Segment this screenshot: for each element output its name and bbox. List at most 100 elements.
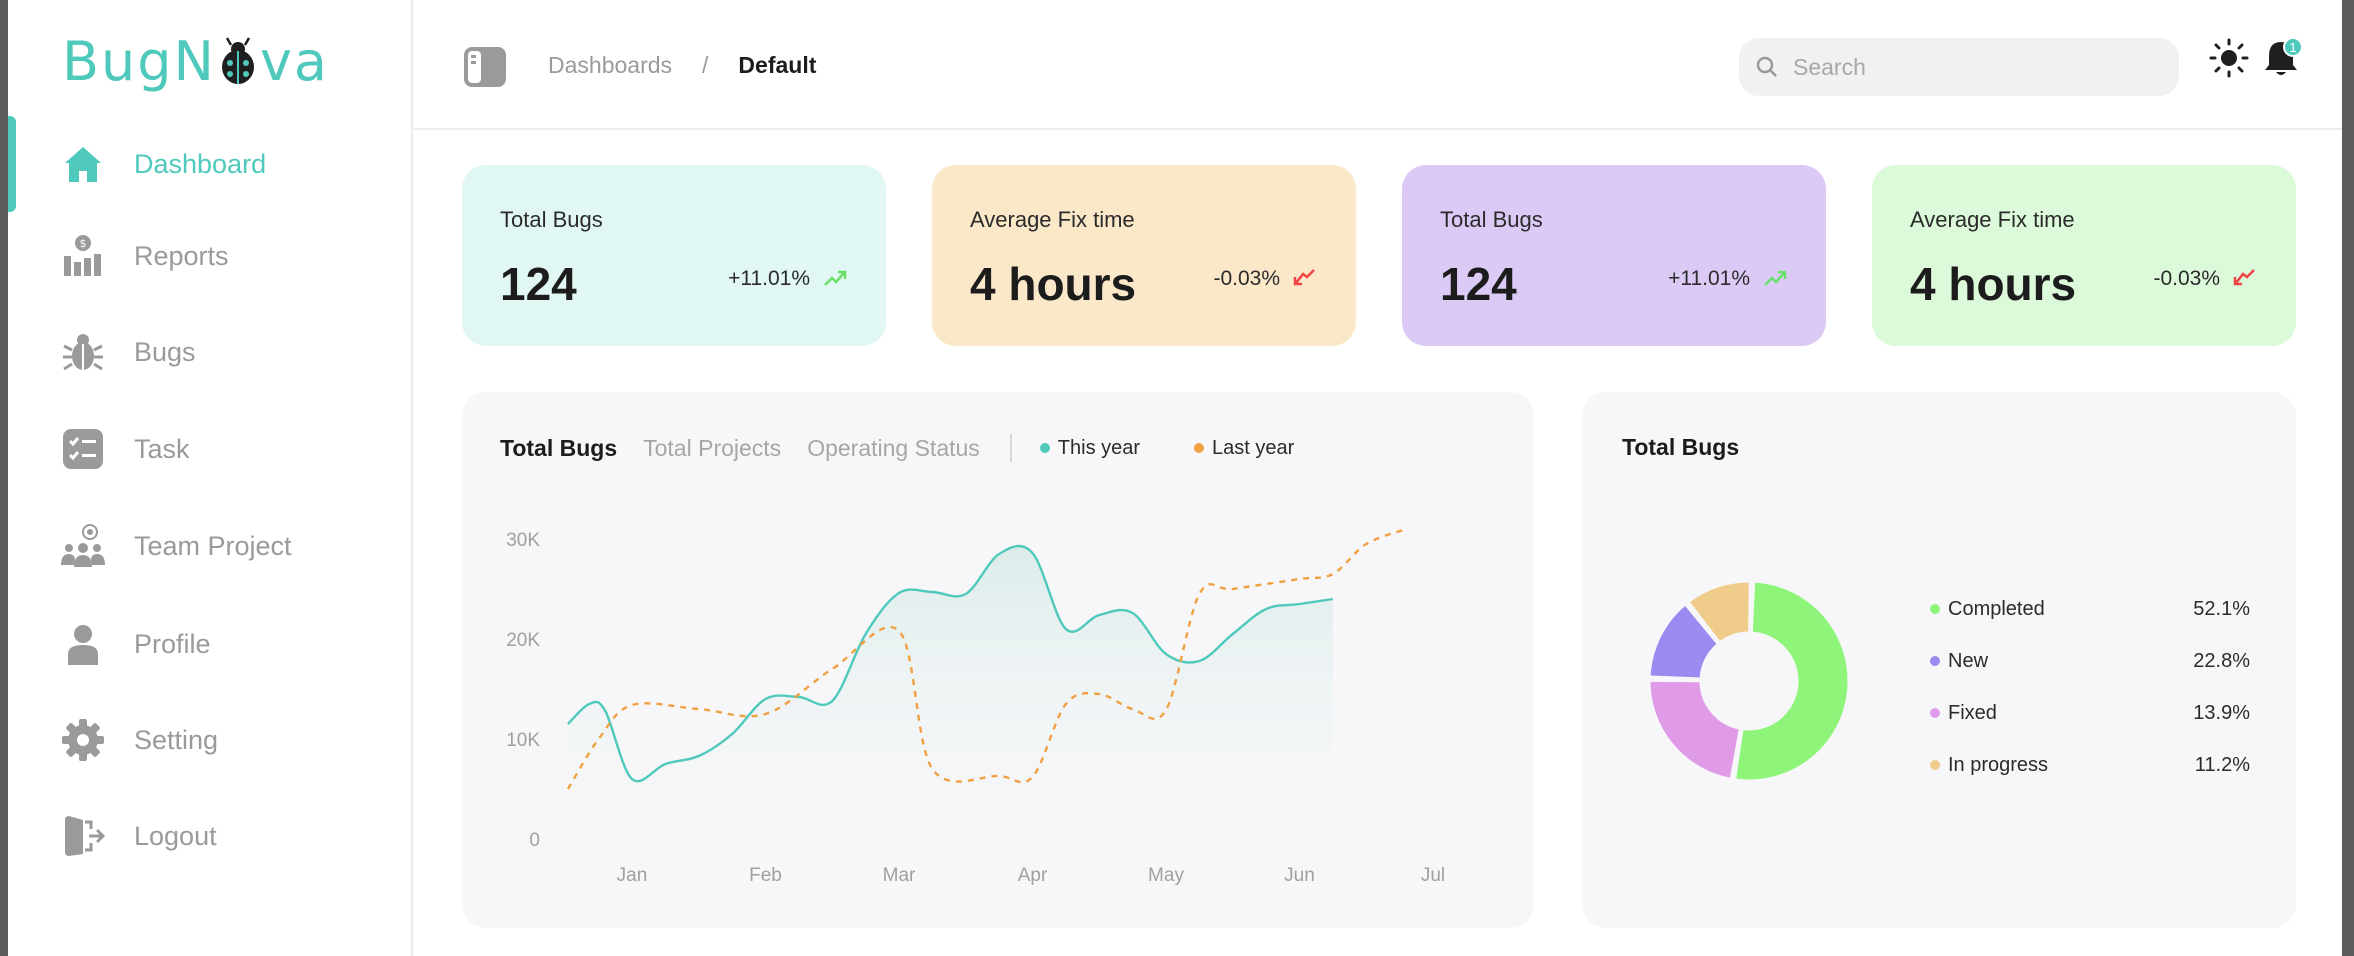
stat-card-title: Average Fix time: [970, 207, 1135, 232]
stat-card-delta: -0.03%: [1213, 267, 1280, 290]
stat-card-title: Average Fix time: [1910, 207, 2075, 232]
theme-toggle-sun-icon[interactable]: [2209, 38, 2249, 78]
legend-percent: 13.9%: [2193, 701, 2250, 724]
stat-card-title: Total Bugs: [500, 207, 603, 232]
legend-this-year: This year: [1039, 437, 1140, 460]
legend-dot: [1930, 656, 1940, 666]
stat-card-value: 124: [1440, 258, 1517, 310]
trend-down-icon: [1293, 269, 1315, 286]
logo-text-end: va: [259, 29, 330, 93]
notification-badge: 1: [2283, 37, 2303, 57]
donut-chart-panel: Total Bugs Completed 52.1% New 22.8% Fix…: [1582, 392, 2296, 928]
search-box[interactable]: [1739, 38, 2179, 96]
sidebar-item-label: Task: [134, 433, 190, 464]
stat-card-average-fix-time[interactable]: Average Fix time 4 hours -0.03%: [1872, 165, 2296, 346]
sidebar-item-label: Profile: [134, 628, 211, 659]
sidebar-item-team-project[interactable]: Team Project: [60, 516, 292, 576]
stat-card-delta: +11.01%: [1668, 267, 1750, 290]
sidebar-item-label: Reports: [134, 240, 229, 271]
donut-legend-in-progress: In progress 11.2%: [1930, 750, 2250, 780]
legend-dot: [1194, 443, 1205, 453]
task-icon: [60, 426, 106, 472]
home-icon: [60, 141, 106, 187]
sidebar-item-label: Bugs: [134, 336, 196, 367]
breadcrumb-dashboards[interactable]: Dashboards: [548, 52, 673, 78]
logo[interactable]: BugN va: [62, 28, 329, 94]
donut-legend-fixed: Fixed 13.9%: [1930, 698, 2250, 728]
y-tick-label: 10K: [506, 730, 540, 751]
series-area-this-year: [567, 545, 1333, 869]
legend-label: Completed: [1948, 597, 2045, 620]
donut-slice-in-progress[interactable]: [1686, 579, 1752, 645]
legend-dot: [1930, 604, 1940, 614]
search-icon: [1756, 56, 1777, 77]
tab-total-projects[interactable]: Total Projects: [643, 434, 782, 461]
ladybug-logo-icon: [221, 37, 254, 84]
stat-card-title: Total Bugs: [1440, 207, 1543, 232]
legend-dot: [1930, 708, 1940, 718]
sidebar: BugN va Dashboard $ Reports: [8, 0, 413, 956]
legend-label: Last year: [1212, 436, 1295, 459]
stat-card-delta: -0.03%: [2153, 267, 2220, 290]
profile-icon: [60, 621, 106, 667]
legend-last-year: Last year: [1194, 437, 1294, 460]
sidebar-item-bugs[interactable]: Bugs: [60, 322, 196, 382]
legend-dot: [1039, 443, 1050, 453]
sidebar-item-task[interactable]: Task: [60, 419, 190, 479]
logout-icon: [60, 813, 106, 859]
tab-operating-status[interactable]: Operating Status: [807, 434, 980, 461]
top-header: Dashboards / Default 1: [413, 0, 2342, 130]
stat-card-value: 4 hours: [1910, 258, 2077, 310]
stat-card-average-fix-time[interactable]: Average Fix time 4 hours -0.03%: [932, 165, 1356, 346]
stat-card-total-bugs[interactable]: Total Bugs 124 +11.01%: [462, 165, 886, 346]
stat-card-delta: +11.01%: [728, 267, 810, 290]
sidebar-item-reports[interactable]: $ Reports: [60, 226, 229, 286]
svg-text:$: $: [80, 237, 87, 250]
legend-label: In progress: [1948, 753, 2049, 776]
sidebar-item-label: Setting: [134, 724, 219, 755]
series-line-this-year: [567, 544, 1334, 783]
x-tick-label: Jan: [617, 865, 648, 886]
x-tick-label: Jul: [1421, 865, 1445, 886]
trend-down-icon: [2233, 269, 2255, 286]
trend-up-icon: [1764, 270, 1787, 286]
legend-percent: 22.8%: [2193, 649, 2250, 672]
window-frame-left: [0, 0, 8, 956]
sidebar-item-label: Team Project: [134, 530, 292, 561]
search-input[interactable]: [1793, 53, 2173, 81]
legend-dot: [1930, 760, 1940, 770]
donut-slice-new[interactable]: [1647, 678, 1742, 781]
donut-slice-fixed[interactable]: [1647, 602, 1720, 681]
tabs-divider: [1009, 434, 1012, 462]
stat-card-value: 124: [500, 258, 577, 310]
line-chart-panel: 0 10K 20K 30K Jan Feb Mar Apr May Jun Jul Total Bu…: [462, 392, 1534, 928]
donut-legend-new: New 22.8%: [1930, 646, 2250, 676]
sidebar-item-label: Logout: [134, 820, 217, 851]
total-bugs-line-chart: 0 10K 20K 30K Jan Feb Mar Apr May Jun Jul: [506, 527, 1445, 886]
active-nav-indicator: [8, 116, 16, 212]
sidebar-item-logout[interactable]: Logout: [60, 806, 217, 866]
breadcrumb: Dashboards / Default: [548, 52, 816, 79]
series-line-last-year: [566, 527, 1407, 790]
legend-label: New: [1948, 649, 1989, 672]
sidebar-toggle-icon[interactable]: [463, 46, 507, 88]
reports-icon: $: [60, 233, 106, 279]
donut-slice-completed[interactable]: [1733, 579, 1851, 783]
x-tick-label: Feb: [749, 865, 782, 886]
y-tick-label: 30K: [506, 530, 540, 551]
stat-card-total-bugs[interactable]: Total Bugs 124 +11.01%: [1402, 165, 1826, 346]
sidebar-item-profile[interactable]: Profile: [60, 614, 211, 674]
breadcrumb-current: Default: [738, 52, 817, 78]
legend-label: Fixed: [1948, 701, 1997, 724]
x-tick-label: Apr: [1018, 865, 1048, 886]
legend-percent: 52.1%: [2193, 597, 2250, 620]
donut-legend-completed: Completed 52.1%: [1930, 594, 2250, 624]
sidebar-item-dashboard[interactable]: Dashboard: [60, 134, 266, 194]
y-tick-label: 0: [529, 830, 540, 851]
team-icon: [60, 523, 106, 569]
chart-tabs: Total Bugs Total Projects Operating Stat…: [500, 434, 1348, 462]
tab-total-bugs[interactable]: Total Bugs: [500, 434, 618, 461]
legend-percent: 11.2%: [2194, 753, 2250, 776]
trend-up-icon: [824, 270, 847, 286]
sidebar-item-setting[interactable]: Setting: [60, 710, 218, 770]
